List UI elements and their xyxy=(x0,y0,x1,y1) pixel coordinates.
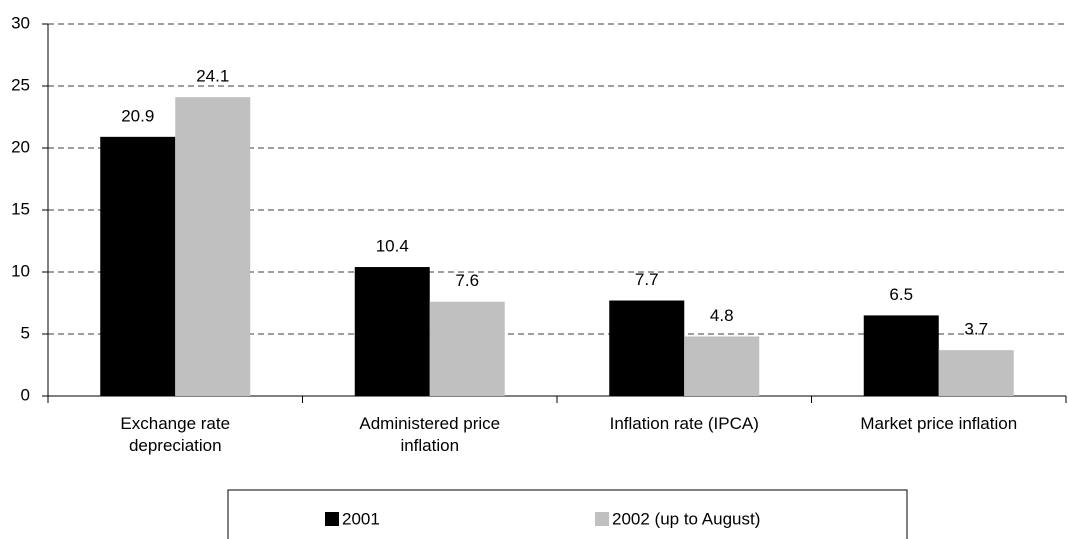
y-tick-label: 10 xyxy=(11,261,30,280)
value-label: 4.8 xyxy=(710,306,734,325)
legend-swatch xyxy=(595,512,609,526)
bar xyxy=(354,267,430,396)
y-tick-label: 5 xyxy=(21,323,30,342)
bar xyxy=(938,350,1014,396)
bar xyxy=(429,301,505,396)
value-label: 3.7 xyxy=(964,320,988,339)
y-tick-label: 15 xyxy=(11,199,30,218)
value-label: 20.9 xyxy=(121,106,154,125)
value-label: 10.4 xyxy=(376,237,409,256)
y-tick-label: 0 xyxy=(21,385,30,404)
y-tick-label: 20 xyxy=(11,137,30,156)
legend-box xyxy=(227,489,908,539)
y-tick-label: 25 xyxy=(11,75,30,94)
value-label: 7.6 xyxy=(455,271,479,290)
value-label: 6.5 xyxy=(889,285,913,304)
legend-swatch xyxy=(325,512,339,526)
bar xyxy=(684,336,760,396)
y-tick-label: 30 xyxy=(11,13,30,32)
bar xyxy=(609,300,685,396)
x-tick-label: Market price inflation xyxy=(860,414,1018,433)
value-label: 24.1 xyxy=(196,67,229,86)
x-tick-label: Exchange rate depreciation xyxy=(120,414,231,455)
bar xyxy=(863,315,939,396)
x-tick-label: Inflation rate (IPCA) xyxy=(609,414,759,433)
x-tick-label: Administered price inflation xyxy=(359,414,501,455)
legend-label: 2002 (up to August) xyxy=(612,509,760,528)
legend-label: 2001 xyxy=(342,509,380,528)
bar xyxy=(175,97,251,396)
value-label: 7.7 xyxy=(635,270,659,289)
bar xyxy=(100,136,176,396)
